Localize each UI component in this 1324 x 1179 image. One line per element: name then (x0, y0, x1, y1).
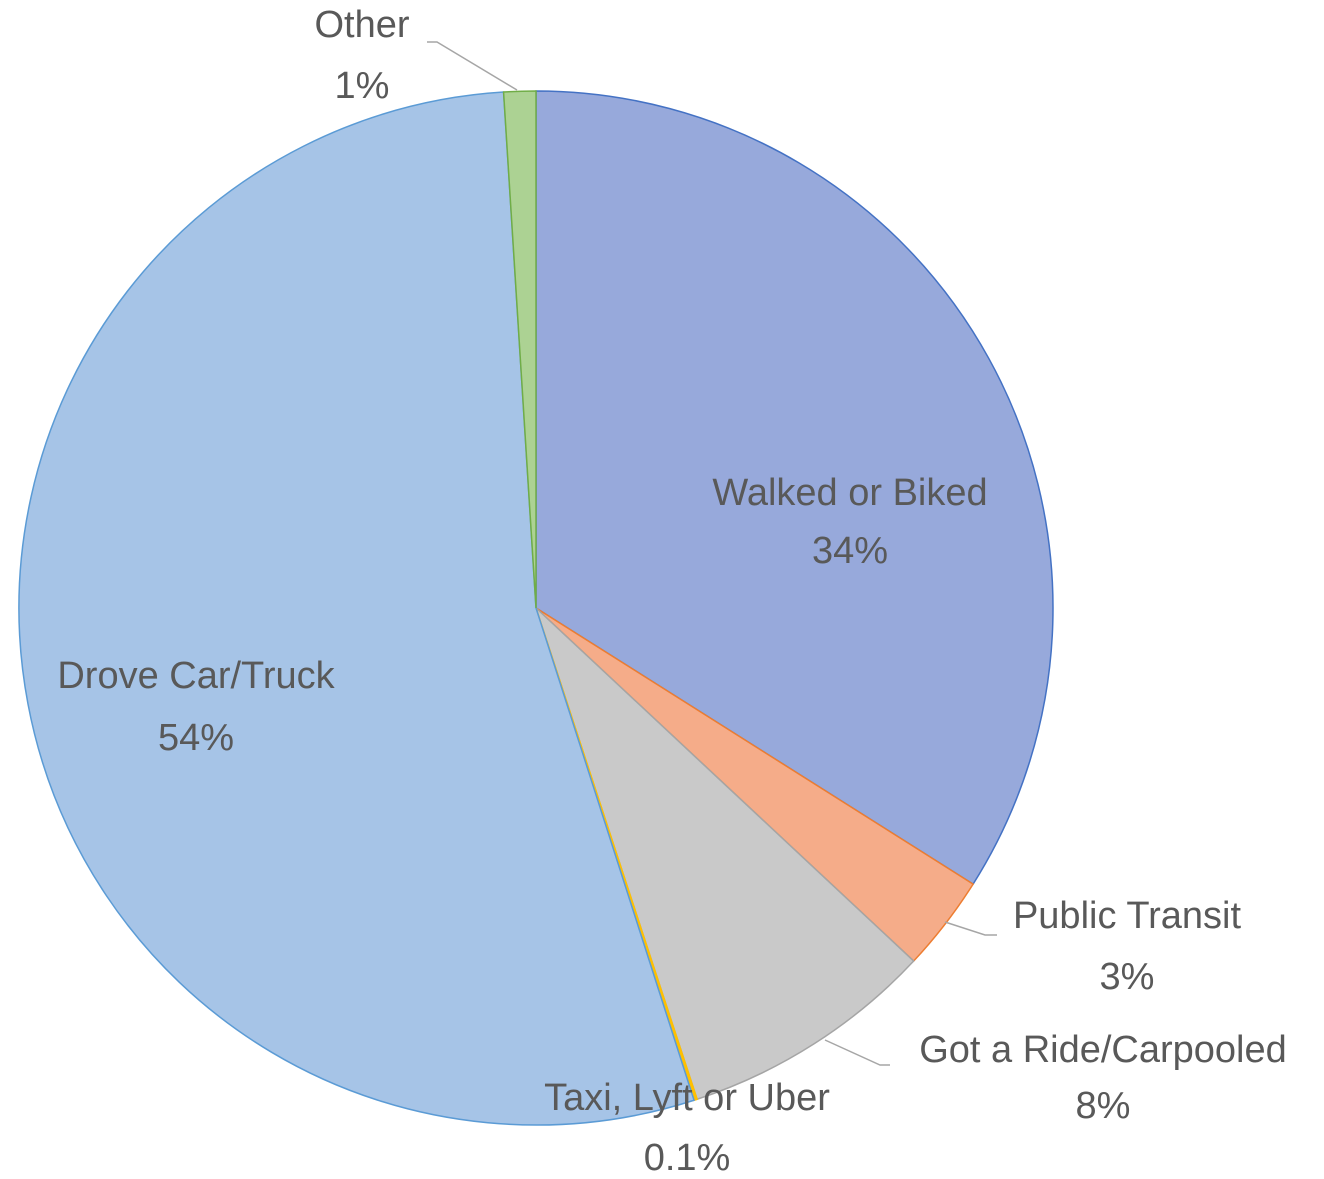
value-label: 34% (812, 530, 888, 572)
slice-label: Drove Car/Truck (57, 655, 335, 697)
slice-label: Walked or Biked (712, 472, 987, 514)
slice-label: Public Transit (1013, 895, 1242, 937)
pie-slice (18, 91, 696, 1126)
leader-line (944, 921, 997, 936)
leader-line (427, 41, 518, 91)
value-label: 54% (158, 717, 234, 759)
pie-slice (535, 607, 915, 1101)
value-label: 3% (1100, 956, 1155, 998)
slice-label: Taxi, Lyft or Uber (544, 1077, 830, 1119)
pie-slice (502, 90, 537, 609)
value-label: 8% (1076, 1085, 1131, 1127)
leader-line (824, 1039, 890, 1066)
slice-label: Other (314, 4, 409, 46)
value-label: 0.1% (644, 1137, 731, 1179)
value-label: 1% (335, 65, 390, 107)
pie-slice (535, 90, 1054, 886)
slice-label: Got a Ride/Carpooled (919, 1029, 1287, 1071)
